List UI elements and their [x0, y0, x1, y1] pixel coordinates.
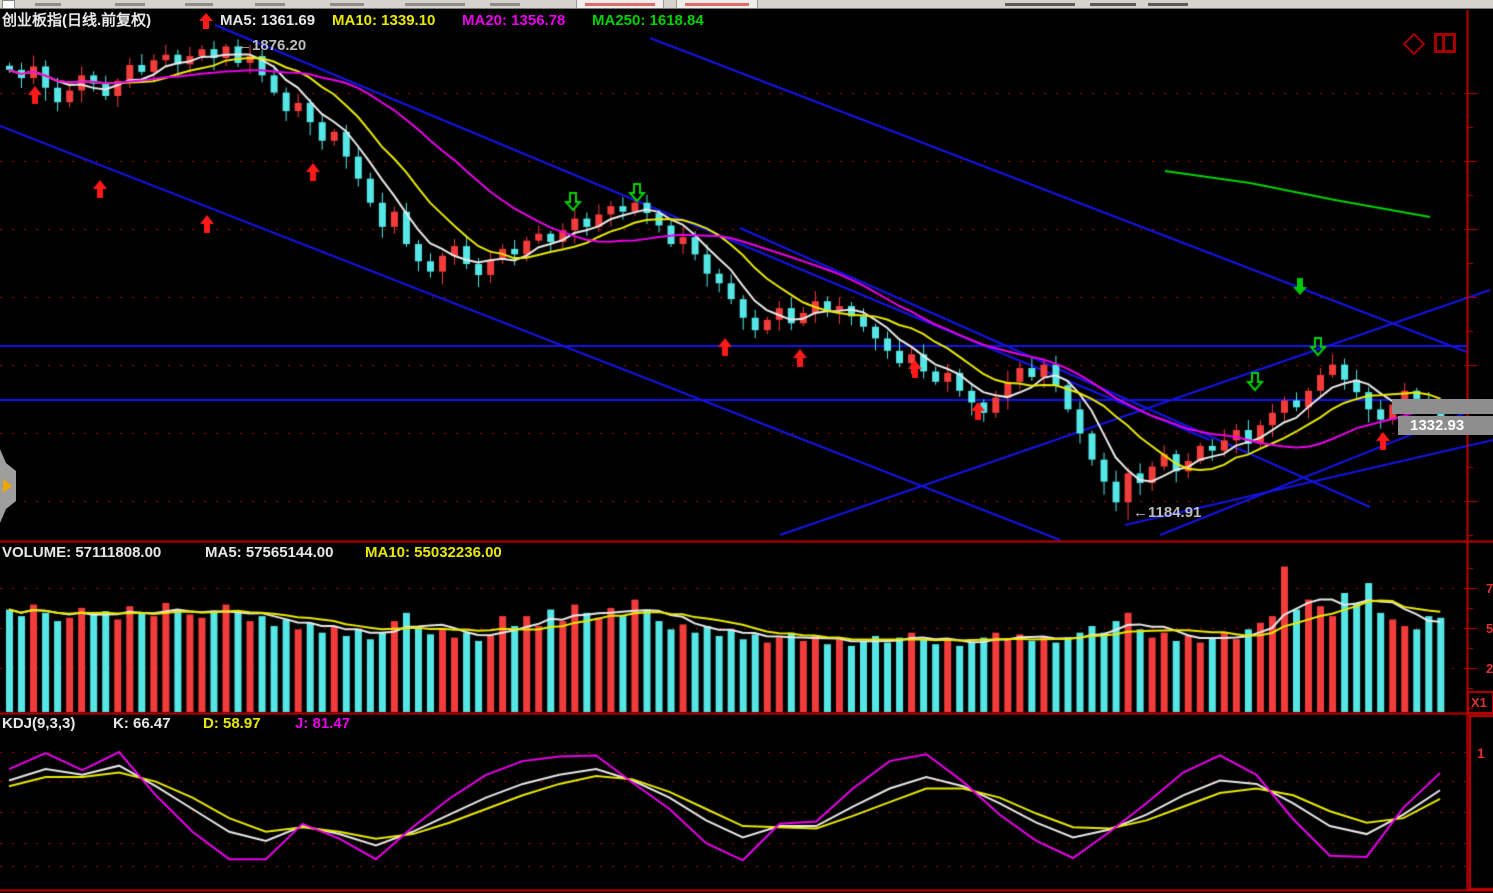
ma10-value: MA10: 1339.10 — [332, 12, 436, 29]
kdj-k-value: K: 66.47 — [113, 715, 171, 732]
ma250-value: MA250: 1618.84 — [592, 12, 704, 29]
kdj-title: KDJ(9,3,3) — [2, 715, 76, 732]
ma20-value: MA20: 1356.78 — [462, 12, 566, 29]
volume-ma5-value: MA5: 57565144.00 — [205, 544, 334, 561]
expand-arrow-icon — [3, 479, 12, 493]
window-icon — [2, 0, 15, 9]
up-arrow-icon — [199, 13, 213, 29]
toolbar-quote-button-2[interactable] — [676, 0, 758, 8]
volume-ma10-value: MA10: 55032236.00 — [365, 544, 502, 561]
low-price-annotation: ←1184.91 — [1133, 504, 1202, 521]
kdj-d-value: D: 58.97 — [203, 715, 261, 732]
peak-price-annotation: ←1876.20 — [237, 37, 307, 54]
split-window-icon[interactable] — [1434, 33, 1456, 53]
volume-axis-label-75m: 7 — [1486, 581, 1493, 596]
toolbar-quote-button-1[interactable] — [576, 0, 664, 8]
kdj-j-value: J: 81.47 — [295, 715, 351, 732]
ma5-value: MA5: 1361.69 — [220, 12, 316, 29]
volume-multiplier-label: X1 — [1471, 695, 1487, 710]
symbol-title: 创业板指(日线.前复权) — [2, 12, 152, 29]
volume-axis-label-50m: 5 — [1486, 621, 1493, 636]
price-marker-band — [1392, 399, 1493, 414]
volume-axis-label-25m: 2 — [1486, 661, 1493, 676]
volume-value: VOLUME: 57111808.00 — [2, 544, 162, 561]
last-price-marker: 1332.93 — [1398, 416, 1493, 435]
kdj-axis-label-100: 1 — [1477, 745, 1485, 761]
top-toolbar[interactable] — [0, 0, 1493, 9]
